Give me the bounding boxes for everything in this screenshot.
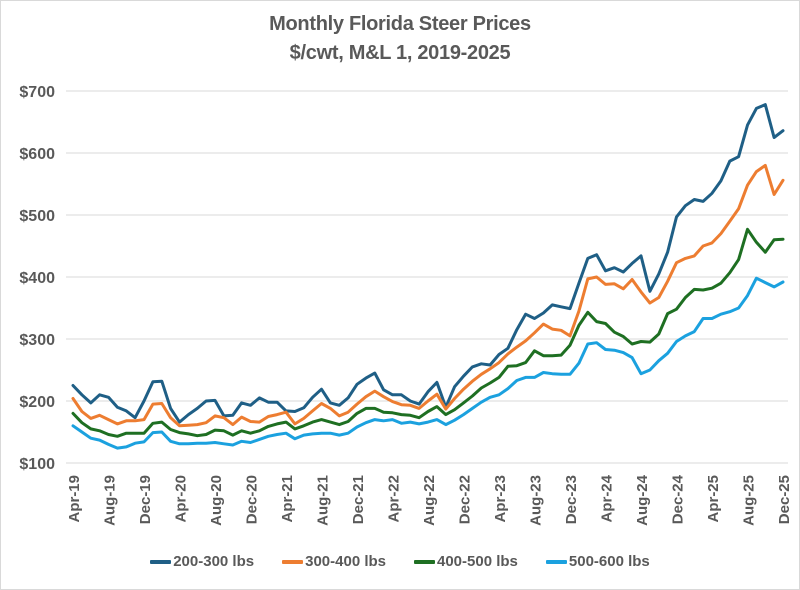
x-tick-label: Dec-21: [350, 475, 367, 524]
y-tick-label: $200: [19, 394, 55, 411]
x-tick-label: Dec-24: [670, 474, 687, 524]
legend-item: 500-600 lbs: [545, 553, 650, 570]
y-tick-label: $100: [19, 456, 55, 473]
x-tick-label: Aug-20: [208, 475, 225, 526]
x-tick-label: Dec-23: [563, 475, 580, 524]
x-tick-label: Aug-21: [315, 475, 332, 526]
x-tick-label: Dec-20: [244, 475, 261, 524]
series-line-400-500-lbs: [71, 227, 785, 438]
chart-title: Monthly Florida Steer Prices: [269, 13, 531, 35]
x-tick-label: Dec-25: [776, 475, 793, 524]
legend-swatch: [414, 559, 435, 564]
x-tick-label: Aug-24: [634, 474, 651, 525]
x-axis-ticks: Apr-19 Aug-19 Dec-19 Apr-20 Aug-20 Dec-20 Apr-…: [66, 474, 793, 525]
x-tick-label: Apr-22: [386, 475, 403, 523]
legend-item: 200-300 lbs: [150, 553, 254, 570]
legend-swatch: [282, 559, 304, 564]
x-tick-label: Apr-23: [492, 475, 509, 523]
y-axis-ticks: $100 $200 $300 $400 $500 $600 $700: [19, 84, 55, 473]
series-lines: [71, 103, 785, 450]
legend: 200-300 lbs 300-400 lbs 400-500 lbs 500-600…: [0, 553, 800, 570]
x-tick-label: Aug-22: [421, 475, 438, 526]
y-tick-label: $300: [19, 332, 55, 349]
legend-swatch: [545, 559, 567, 564]
x-tick-label: Apr-25: [705, 475, 722, 523]
x-tick-label: Apr-20: [173, 475, 190, 523]
chart-subtitle: $/cwt, M&L 1, 2019-2025: [289, 42, 511, 64]
series-line-200-300-lbs: [71, 103, 785, 424]
y-tick-label: $700: [19, 84, 55, 101]
x-tick-label: Aug-25: [741, 475, 758, 526]
legend-item: 400-500 lbs: [414, 553, 518, 570]
y-tick-label: $500: [19, 208, 55, 225]
x-tick-label: Aug-19: [102, 475, 119, 526]
x-tick-label: Apr-24: [599, 474, 616, 522]
gridlines: [66, 90, 788, 464]
legend-label: 500-600 lbs: [568, 553, 650, 570]
x-tick-label: Apr-19: [66, 475, 83, 523]
x-tick-label: Dec-22: [457, 475, 474, 524]
x-tick-label: Apr-21: [279, 475, 296, 523]
legend-item: 300-400 lbs: [282, 553, 386, 570]
legend-label: 400-500 lbs: [437, 553, 518, 570]
series-line-500-600-lbs: [71, 276, 785, 450]
legend-label: 300-400 lbs: [305, 553, 386, 570]
y-tick-label: $600: [19, 146, 55, 163]
series-line-300-400-lbs: [71, 163, 785, 428]
y-tick-label: $400: [19, 270, 55, 287]
legend-swatch: [150, 559, 172, 564]
legend-label: 200-300 lbs: [173, 553, 255, 570]
x-tick-label: Aug-23: [528, 475, 545, 526]
x-tick-label: Dec-19: [137, 475, 154, 524]
